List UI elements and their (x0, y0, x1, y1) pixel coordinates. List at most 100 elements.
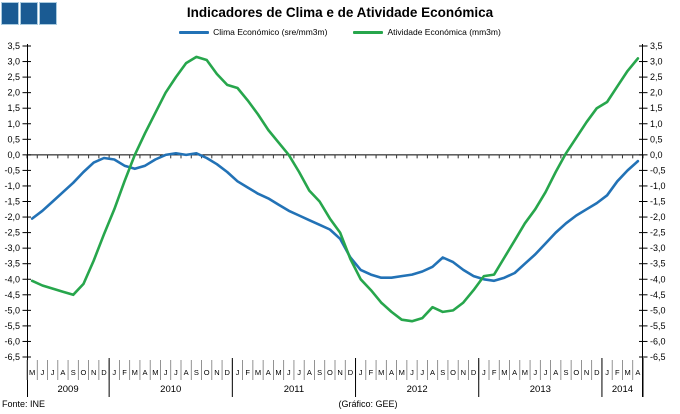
axis-label: N (214, 368, 219, 377)
axis-label: J (236, 368, 240, 377)
legend-label-clima: Clima Económico (sre/mm3m) (213, 27, 328, 37)
logo-square (20, 2, 38, 25)
axis-label: J (41, 368, 45, 377)
atividade-line-swatch (353, 30, 384, 34)
axis-label: S (563, 368, 568, 377)
logo-squares (1, 2, 57, 25)
axis-label: 3,0 (650, 57, 663, 67)
axis-label: 2,0 (650, 88, 663, 98)
axis-label: 2010 (160, 384, 181, 395)
axis-label: -1,5 (4, 197, 20, 207)
axis-label: M (624, 368, 630, 377)
axis-label: N (461, 368, 466, 377)
axis-label: 2014 (612, 384, 633, 395)
axis-label: J (287, 368, 291, 377)
axis-label: 2011 (284, 384, 304, 395)
footer-credit: (Gráfico: GEE) (338, 399, 398, 409)
axis-label: J (174, 368, 178, 377)
axis-label: J (605, 368, 609, 377)
axis-label: F (615, 368, 620, 377)
logo-square (1, 2, 19, 25)
axis-label: J (51, 368, 55, 377)
axis-label: -1,0 (650, 181, 666, 191)
axis-label: A (143, 368, 148, 377)
axis-label: 2,0 (7, 88, 20, 98)
axis-label: M (255, 368, 261, 377)
axis-label: O (81, 368, 87, 377)
axis-label: J (533, 368, 537, 377)
axis-label: -3,0 (650, 243, 666, 253)
chart-legend: Clima Económico (sre/mm3m) Atividade Eco… (0, 27, 680, 37)
axis-label: D (224, 368, 230, 377)
axis-label: 2013 (530, 384, 551, 395)
axis-label: F (245, 368, 250, 377)
axis-label: D (348, 368, 354, 377)
footer-source: Fonte: INE (2, 399, 46, 409)
atividade-economica-line (30, 55, 640, 323)
axis-label: 1,5 (7, 103, 20, 113)
axis-label: J (544, 368, 548, 377)
axis-label: -4,0 (4, 274, 20, 284)
axis-label: -5,5 (4, 321, 20, 331)
axis-label: F (369, 368, 374, 377)
axis-label: -1,5 (650, 197, 666, 207)
axis-label: 3,0 (7, 57, 20, 67)
axis-label: -2,0 (650, 212, 666, 222)
axis-label: M (522, 368, 528, 377)
clima-economico-line (30, 152, 640, 283)
axis-label: 0,0 (7, 150, 20, 160)
axis-label: M (132, 368, 138, 377)
axis-label: J (297, 368, 301, 377)
axis-label: -1,0 (4, 181, 20, 191)
axis-label: -0,5 (650, 165, 666, 175)
axis-label: -4,5 (4, 290, 20, 300)
axis-label: O (573, 368, 579, 377)
axis-label: J (410, 368, 414, 377)
axis-label: -3,0 (4, 243, 20, 253)
axis-label: -4,5 (650, 290, 666, 300)
logo-square (39, 2, 57, 25)
axis-label: -5,0 (4, 305, 20, 315)
axis-label: N (91, 368, 96, 377)
axis-label: A (389, 368, 394, 377)
axis-label: D (101, 368, 107, 377)
axis-label: J (112, 368, 116, 377)
axis-label: -6,5 (650, 352, 666, 362)
axis-label: 3,5 (650, 41, 663, 51)
axis-label: 0,5 (7, 134, 20, 144)
axis-label: -3,5 (4, 259, 20, 269)
axis-label: 3,5 (7, 41, 20, 51)
axis-label: F (122, 368, 127, 377)
axis-label: 1,0 (650, 119, 663, 129)
axis-label: -5,5 (650, 321, 666, 331)
axis-label: -3,5 (650, 259, 666, 269)
axis-label: M (399, 368, 405, 377)
axis-label: 2009 (57, 384, 78, 395)
axis-label: 0,0 (650, 150, 663, 160)
axis-label: M (29, 368, 35, 377)
axis-label: F (492, 368, 497, 377)
axis-label: O (204, 368, 210, 377)
axis-label: S (317, 368, 322, 377)
axis-label: -0,5 (4, 165, 20, 175)
axis-label: A (307, 368, 312, 377)
axis-label: A (184, 368, 189, 377)
axis-label: M (378, 368, 384, 377)
axis-label: -6,5 (4, 352, 20, 362)
axis-label: 0,5 (650, 134, 663, 144)
axis-label: S (440, 368, 445, 377)
axis-label: J (420, 368, 424, 377)
axis-label: 2,5 (650, 72, 663, 82)
axis-label: A (553, 368, 558, 377)
axis-label: -2,0 (4, 212, 20, 222)
axis-label: A (430, 368, 435, 377)
axis-label: S (71, 368, 76, 377)
axis-label: O (327, 368, 333, 377)
axis-label: 2012 (407, 384, 428, 395)
axis-label: -2,5 (650, 228, 666, 238)
axis-label: -2,5 (4, 228, 20, 238)
clima-line-swatch (179, 30, 210, 34)
axis-label: S (194, 368, 199, 377)
